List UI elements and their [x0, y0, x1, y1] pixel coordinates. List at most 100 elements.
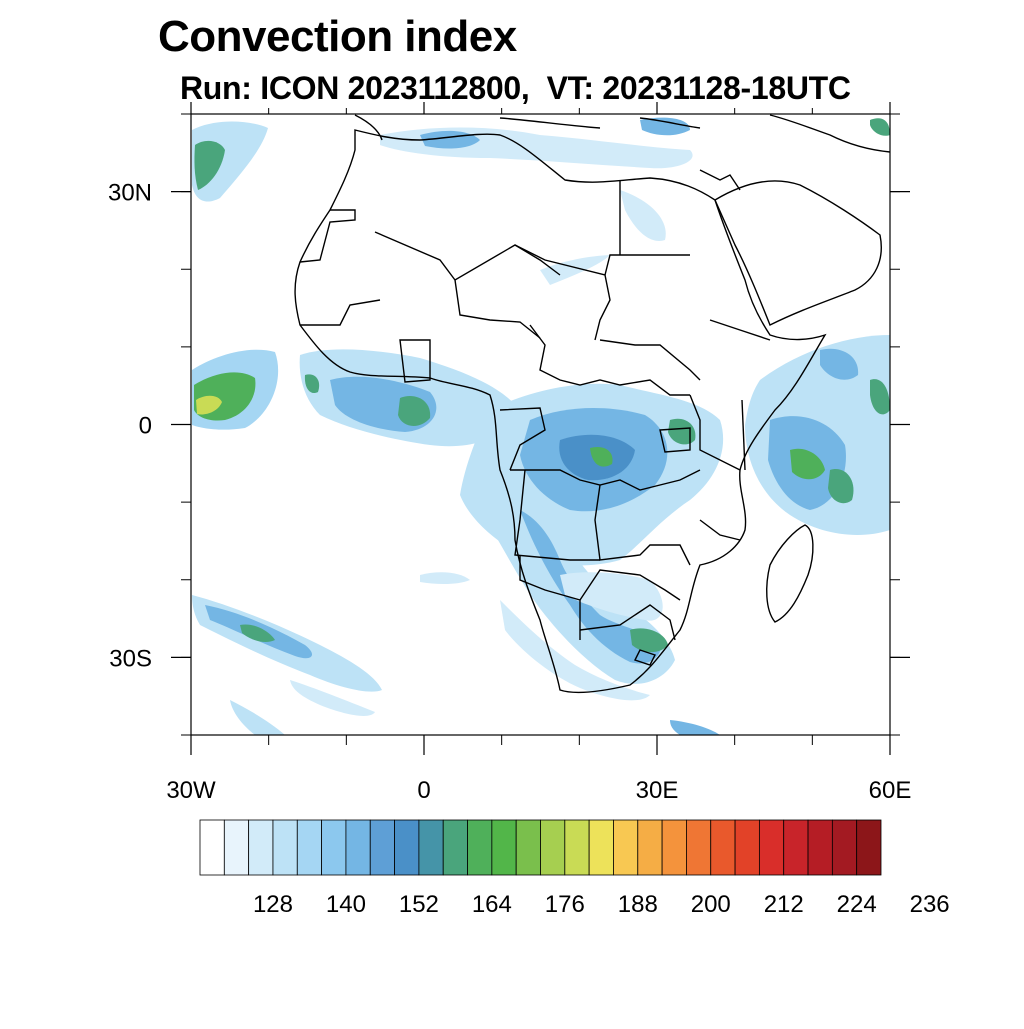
border — [300, 299, 381, 326]
border — [529, 324, 690, 396]
colorbar-swatch — [831, 819, 858, 876]
colorbar-label: 128 — [253, 891, 293, 918]
border — [579, 569, 681, 601]
colorbar-swatch — [369, 819, 395, 876]
lon-tick-label: 0 — [417, 777, 430, 804]
convection-cell — [870, 379, 890, 415]
valid-time-label: VT: 20231128-18UTC — [546, 70, 851, 106]
colorbar-label: 176 — [545, 891, 585, 918]
colorbar-swatch — [394, 819, 420, 876]
convection-cell — [420, 572, 470, 585]
border — [634, 649, 656, 666]
europe-coastline — [354, 114, 890, 153]
border — [741, 399, 746, 471]
colorbar-label: 188 — [618, 891, 658, 918]
chart-title: Convection index — [158, 12, 517, 61]
africa-coastline — [294, 129, 827, 694]
colorbar-swatch — [758, 819, 785, 876]
border — [699, 519, 741, 541]
colorbar-swatch — [540, 819, 566, 876]
colorbar-swatch — [734, 819, 760, 876]
convection-field — [192, 117, 890, 735]
convection-cell — [540, 255, 610, 285]
convection-cell — [240, 624, 275, 643]
lon-tick-label: 60E — [869, 777, 912, 804]
colorbar-label: 236 — [910, 891, 950, 918]
madagascar-coastline — [766, 524, 814, 623]
convection-cell — [304, 374, 320, 394]
border — [399, 339, 431, 383]
convection-cell — [790, 448, 825, 480]
colorbar: 128 140 152 164 176 188 200 212 224 236 — [199, 819, 950, 918]
colorbar-swatch — [686, 819, 712, 876]
lon-tick-label: 30E — [636, 777, 679, 804]
convection-cell — [620, 190, 666, 241]
colorbar-label: 152 — [399, 891, 439, 918]
border — [510, 469, 701, 491]
convection-cell — [398, 396, 431, 426]
lat-tick-label: 30N — [108, 180, 152, 207]
colorbar-label: 224 — [837, 891, 877, 918]
border — [299, 209, 356, 263]
chart-subtitle: Run: ICON 2023112800, VT: 20231128-18UTC — [180, 70, 851, 107]
colorbar-swatch — [856, 819, 882, 876]
border — [594, 484, 691, 566]
border — [519, 555, 581, 640]
convection-cell — [196, 395, 222, 415]
colorbar-swatch — [637, 819, 663, 876]
convection-cell — [500, 600, 650, 701]
border — [689, 394, 741, 471]
convection-cell — [230, 700, 285, 735]
colorbar-label: 212 — [764, 891, 804, 918]
colorbar-label: 200 — [691, 891, 731, 918]
lat-tick-label: 0 — [139, 413, 152, 440]
coastlines-borders — [294, 114, 890, 694]
border — [514, 244, 611, 341]
colorbar-swatch — [564, 819, 590, 876]
colorbar-swatch — [710, 819, 736, 876]
convection-cell — [560, 572, 663, 621]
convection-cell — [290, 680, 375, 716]
colorbar-swatch — [418, 819, 444, 876]
colorbar-swatch — [588, 819, 614, 876]
border — [374, 231, 561, 281]
colorbar-swatch — [199, 819, 225, 876]
colorbar-swatch — [345, 819, 371, 876]
colorbar-swatch — [296, 819, 323, 876]
border — [579, 604, 676, 641]
convection-cell — [194, 140, 225, 190]
colorbar-swatch — [248, 819, 274, 876]
convection-cell — [630, 628, 668, 653]
convection-cell — [640, 117, 690, 136]
colorbar-label: 140 — [326, 891, 366, 918]
arabia-coastline — [714, 180, 882, 326]
border — [709, 319, 771, 341]
lat-tick-label: 30S — [109, 645, 152, 672]
colorbar-label: 164 — [472, 891, 512, 918]
colorbar-swatch — [467, 819, 493, 876]
border — [514, 469, 600, 561]
colorbar-swatch — [442, 819, 468, 876]
colorbar-swatch — [515, 819, 541, 876]
colorbar-swatch — [223, 819, 250, 876]
border — [454, 279, 541, 339]
convection-cell — [670, 720, 720, 735]
convection-cell — [828, 469, 854, 504]
colorbar-swatch — [491, 819, 517, 876]
map-axes: 30W 0 30E 60E 30N 0 30S — [108, 102, 911, 804]
colorbar-swatch — [613, 819, 639, 876]
convection-cell — [668, 418, 696, 445]
colorbar-swatch — [783, 819, 809, 876]
convection-cell — [870, 118, 890, 136]
lon-tick-label: 30W — [166, 777, 216, 804]
colorbar-swatch — [272, 819, 298, 876]
border — [499, 407, 546, 471]
border — [699, 169, 741, 191]
colorbar-swatch — [321, 819, 347, 876]
border — [599, 339, 701, 381]
convection-cell — [590, 446, 613, 467]
convection-cell — [820, 348, 859, 380]
border — [659, 427, 691, 453]
colorbar-swatch — [807, 819, 833, 876]
